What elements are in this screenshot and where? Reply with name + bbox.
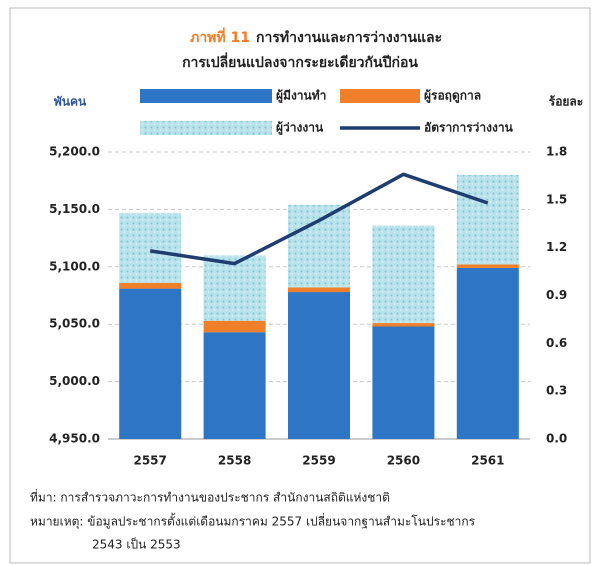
y-tick-label: 5,200.0 bbox=[49, 145, 100, 159]
bar-segment bbox=[456, 267, 519, 439]
y-tick-label: 5,150.0 bbox=[49, 202, 100, 216]
y2-tick-label: 0.9 bbox=[546, 288, 567, 302]
title-label: ภาพที่ 11 bbox=[190, 27, 250, 46]
y-axis-label: พันคน bbox=[54, 95, 87, 109]
rate-line bbox=[149, 172, 489, 266]
bar-segment bbox=[119, 212, 182, 283]
y-tick-label: 5,000.0 bbox=[49, 374, 100, 388]
legend-label: อัตราการว่างงาน bbox=[424, 121, 514, 135]
x-tick-label: 2561 bbox=[471, 454, 504, 468]
bar-segment bbox=[119, 282, 182, 289]
bar-segment bbox=[203, 332, 266, 439]
y2-tick-label: 0.3 bbox=[546, 384, 567, 398]
bar-segment bbox=[203, 320, 266, 333]
legend-label: ผู้ว่างงาน bbox=[276, 121, 324, 136]
y2-tick-label: 1.5 bbox=[546, 192, 567, 206]
y2-tick-label: 0.0 bbox=[546, 432, 567, 446]
y2-axis-label: ร้อยละ bbox=[549, 95, 583, 109]
x-tick-label: 2557 bbox=[133, 454, 166, 468]
y2-tick-label: 1.8 bbox=[546, 145, 567, 159]
bar-segment bbox=[288, 287, 350, 293]
frame bbox=[9, 7, 591, 564]
legend-label: ผู้รอฤดูกาล bbox=[424, 89, 481, 104]
bar-segment bbox=[288, 292, 350, 439]
x-tick-label: 2558 bbox=[218, 454, 251, 468]
legend-swatch bbox=[340, 89, 420, 103]
legend-label: ผู้มีงานทำ bbox=[276, 89, 326, 104]
bar-segment bbox=[119, 288, 182, 439]
y-tick-label: 5,100.0 bbox=[49, 259, 100, 273]
y2-tick-label: 0.6 bbox=[546, 336, 567, 350]
y-tick-label: 4,950.0 bbox=[49, 432, 100, 446]
y-tick-label: 5,050.0 bbox=[49, 317, 100, 331]
note: หมายเหตุ: ข้อมูลประชากรตั้งแต่เดือนมกราค… bbox=[30, 513, 476, 530]
x-tick-label: 2560 bbox=[387, 454, 420, 468]
bar-segment bbox=[372, 323, 435, 327]
y2-tick-label: 1.2 bbox=[546, 240, 567, 254]
bar-segment bbox=[456, 174, 519, 265]
legend-swatch bbox=[140, 121, 272, 135]
bar-segment bbox=[372, 326, 435, 439]
legend-swatch bbox=[140, 89, 272, 103]
chart-title: การเปลี่ยนแปลงจากระยะเดียวกันปีก่อน bbox=[182, 52, 418, 71]
bar-segment bbox=[372, 225, 435, 324]
x-tick-label: 2559 bbox=[302, 454, 335, 468]
note: ที่มา: การสำรวจภาวะการทำงานของประชากร สำ… bbox=[30, 489, 390, 505]
chart-title: การทำงานและการว่างงานและ bbox=[256, 30, 442, 46]
bar-segment bbox=[203, 255, 266, 321]
bar-segment bbox=[288, 204, 350, 288]
note: 2543 เป็น 2553 bbox=[92, 537, 181, 552]
bar-segment bbox=[456, 264, 519, 268]
